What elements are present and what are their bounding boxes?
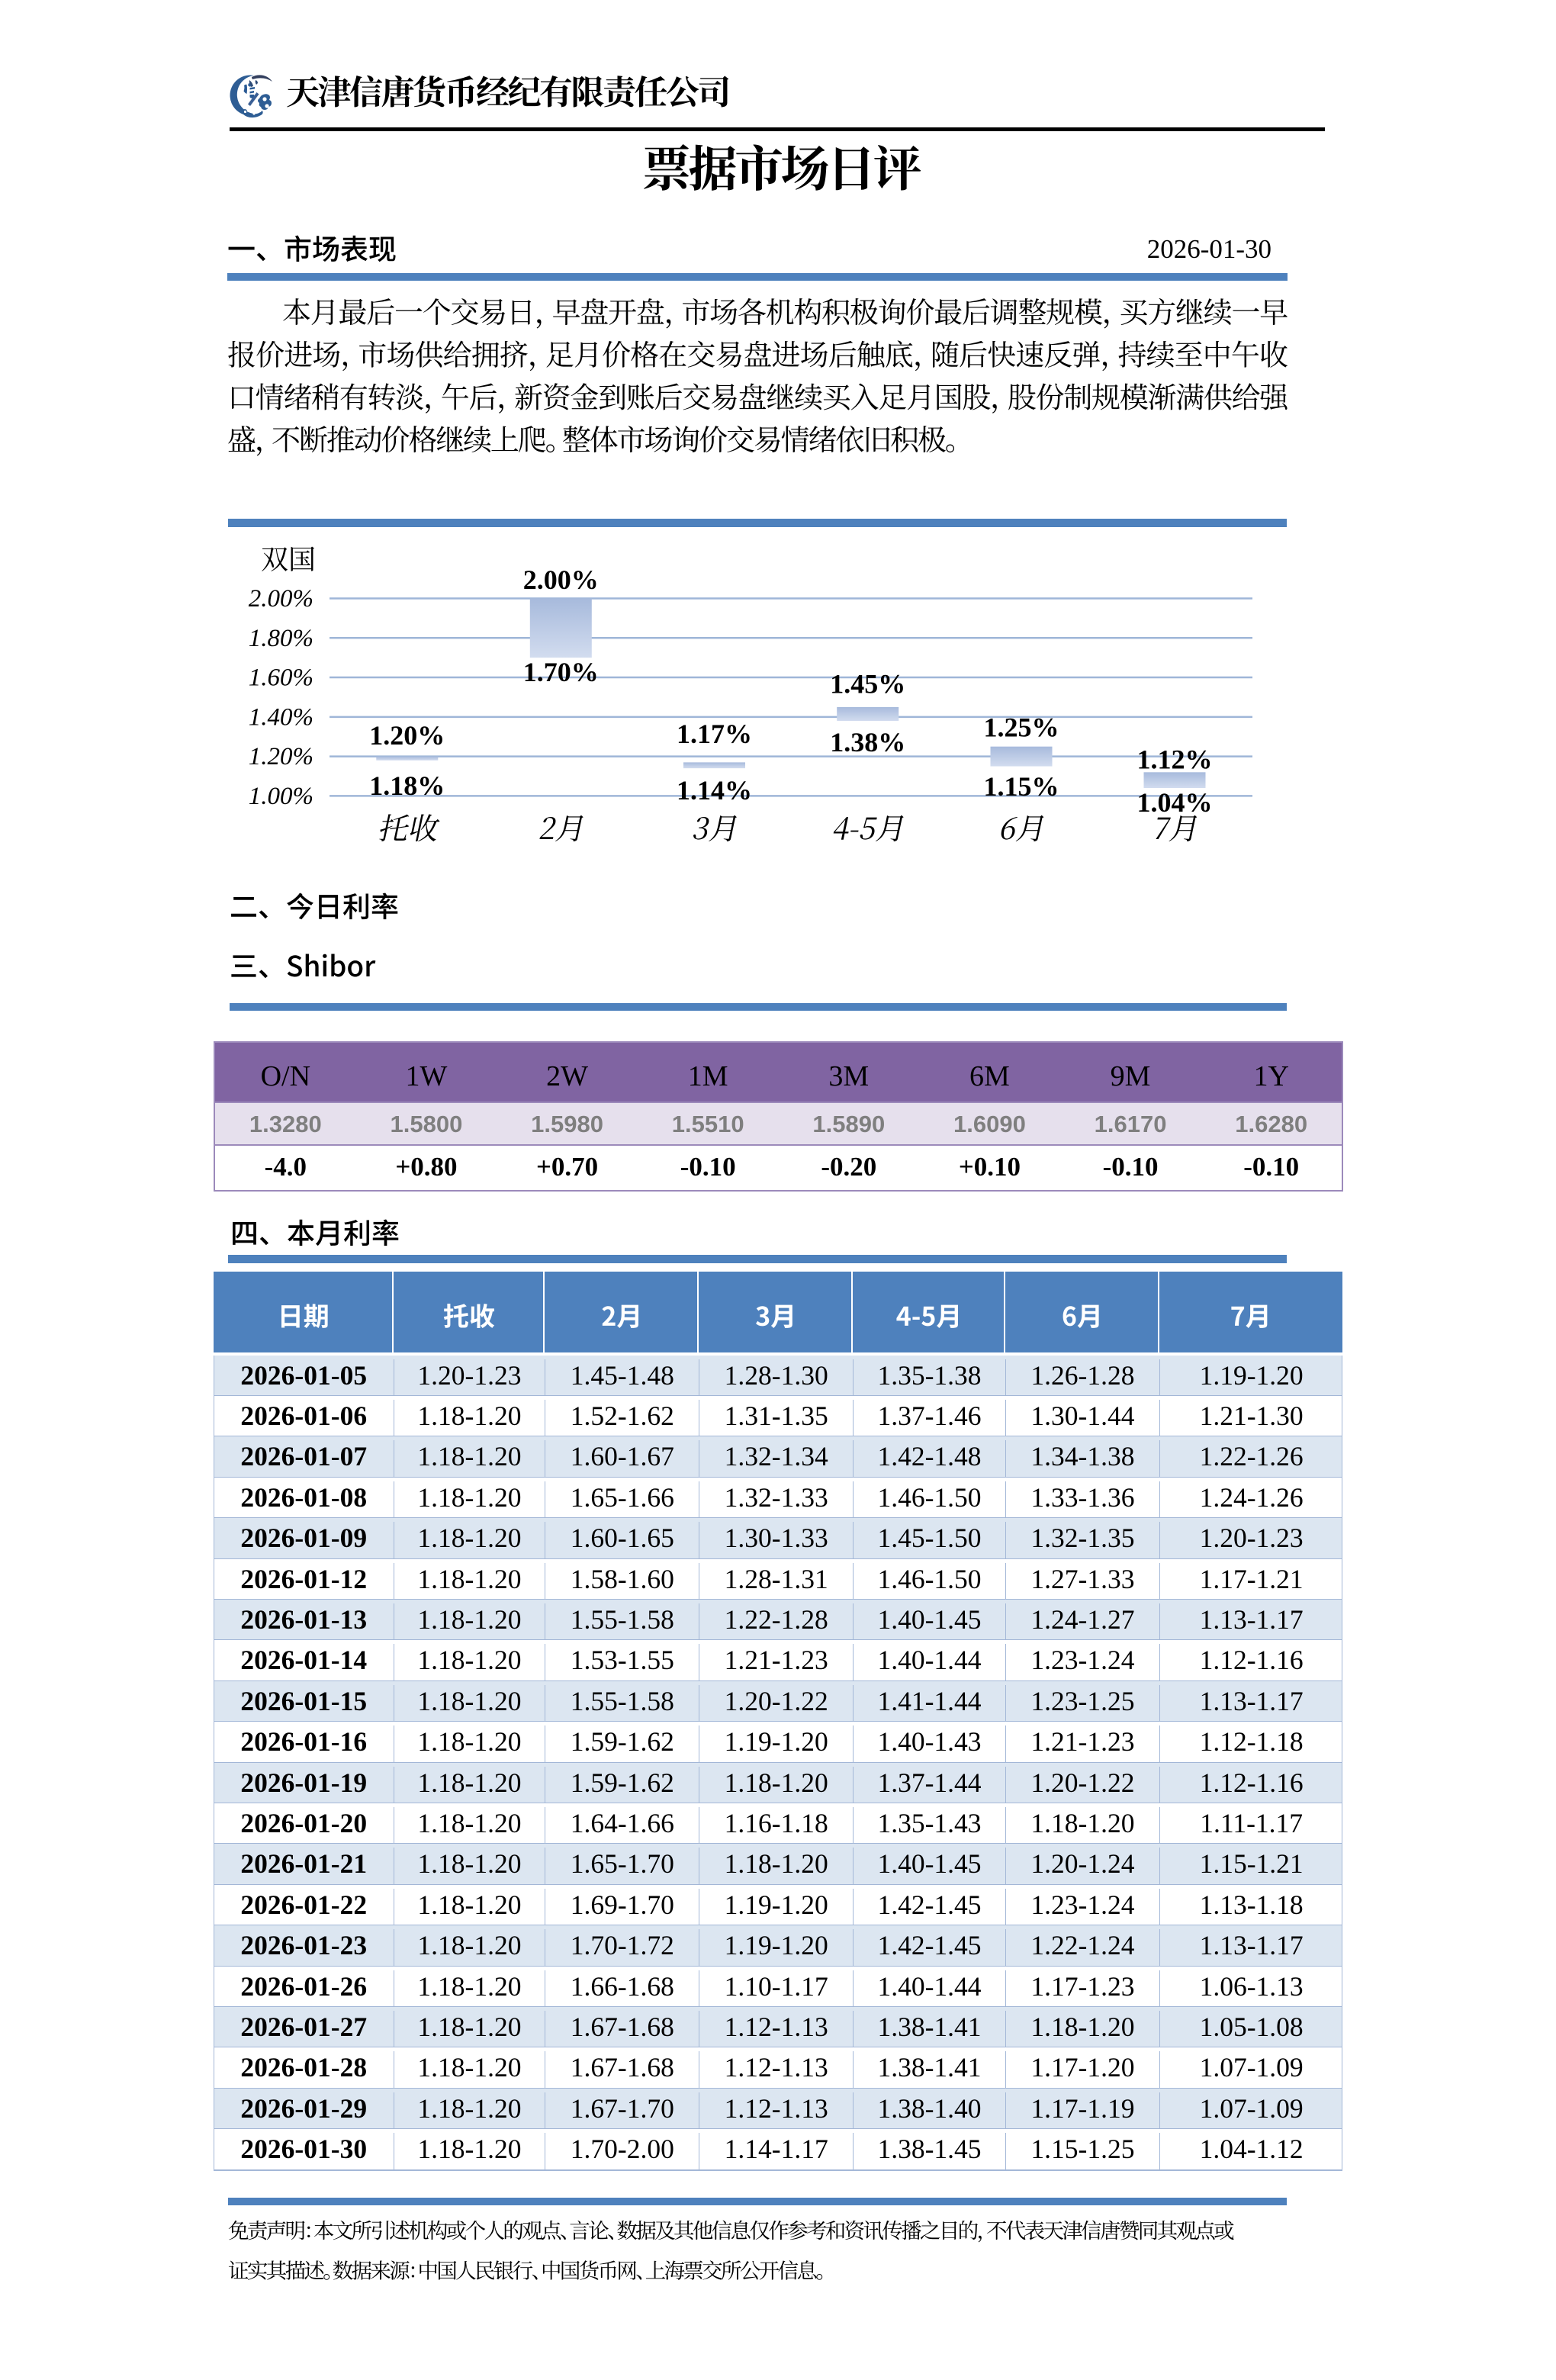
svg-text:1.38%: 1.38%: [830, 727, 905, 757]
svg-text:2026-01-30: 2026-01-30: [1147, 234, 1271, 264]
svg-text:1.70%: 1.70%: [523, 657, 599, 687]
svg-text:1.20%: 1.20%: [249, 743, 313, 770]
svg-text:1.00%: 1.00%: [249, 783, 313, 810]
svg-text:1.15%: 1.15%: [984, 771, 1059, 802]
svg-text:1.60%: 1.60%: [249, 664, 313, 692]
svg-text:1.18%: 1.18%: [369, 770, 445, 801]
svg-text:1.20%: 1.20%: [369, 720, 445, 751]
svg-text:1.17%: 1.17%: [677, 719, 752, 749]
svg-text:2.00%: 2.00%: [523, 564, 599, 595]
svg-text:1.40%: 1.40%: [249, 703, 313, 731]
svg-text:1.25%: 1.25%: [984, 712, 1059, 743]
svg-text:1.04%: 1.04%: [1137, 787, 1213, 818]
svg-text:1.14%: 1.14%: [677, 775, 752, 806]
svg-text:2.00%: 2.00%: [249, 585, 313, 613]
svg-text:1.80%: 1.80%: [249, 625, 313, 652]
svg-text:1.12%: 1.12%: [1137, 745, 1213, 775]
svg-text:1.45%: 1.45%: [830, 669, 905, 700]
